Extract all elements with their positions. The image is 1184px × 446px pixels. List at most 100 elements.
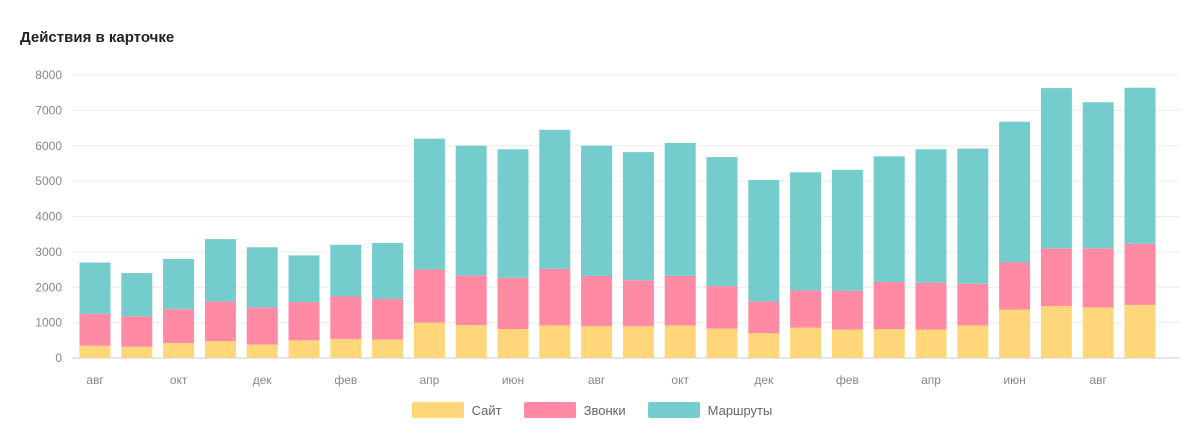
bar-segment-calls[interactable] [873,281,905,329]
bar-segment-calls[interactable] [413,269,445,323]
bar-segment-routes[interactable] [622,152,654,281]
y-tick-label: 3000 [35,245,62,259]
x-tick-label: авг [1089,373,1107,387]
bar-segment-site[interactable] [581,326,613,358]
bar-segment-routes[interactable] [539,129,571,269]
bar-segment-routes[interactable] [163,258,195,310]
bar-segment-site[interactable] [288,340,320,358]
x-tick-label: окт [671,373,689,387]
bar-segment-routes[interactable] [1082,102,1114,249]
bar-segment-routes[interactable] [455,145,487,276]
bar-segment-calls[interactable] [664,275,696,326]
bar-segment-calls[interactable] [539,268,571,326]
bar-segment-calls[interactable] [204,301,236,342]
bar-segment-calls[interactable] [831,290,863,330]
bar-segment-calls[interactable] [79,313,111,346]
x-tick-label: авг [86,373,104,387]
y-tick-label: 8000 [35,68,62,82]
bar-segment-site[interactable] [915,329,947,358]
bar-segment-site[interactable] [497,328,529,358]
bar-segment-calls[interactable] [999,262,1031,310]
bar-segment-site[interactable] [873,328,905,358]
bar-segment-calls[interactable] [622,280,654,327]
bar-segment-site[interactable] [455,325,487,358]
bar-segment-routes[interactable] [999,121,1031,263]
bar-segment-site[interactable] [163,343,195,358]
bar-segment-routes[interactable] [372,243,404,299]
bar-segment-calls[interactable] [748,301,780,334]
chart-title: Действия в карточке [20,29,175,46]
y-tick-label: 6000 [35,139,62,153]
bar-segment-routes[interactable] [748,180,780,302]
bar-segment-calls[interactable] [288,302,320,341]
bar-segment-calls[interactable] [1082,248,1114,308]
bar-segment-calls[interactable] [957,283,989,326]
bar-segment-calls[interactable] [372,298,404,340]
bar-segment-routes[interactable] [581,145,613,276]
bar-segment-site[interactable] [999,309,1031,358]
bar-segment-site[interactable] [748,333,780,358]
bar-segment-routes[interactable] [330,244,362,297]
bar-segment-calls[interactable] [121,316,153,347]
bar-segment-routes[interactable] [790,172,822,291]
bar-segment-site[interactable] [664,325,696,358]
legend-item-site[interactable]: Сайт [411,402,502,418]
bar-segment-site[interactable] [372,339,404,358]
bar-segment-calls[interactable] [497,277,529,329]
bar-segment-site[interactable] [622,326,654,358]
bar-segment-site[interactable] [790,327,822,358]
y-tick-label: 2000 [35,280,62,294]
bar-segment-routes[interactable] [957,148,989,284]
bar-segment-calls[interactable] [915,282,947,330]
bar-segment-calls[interactable] [455,275,487,326]
y-axis: 0 1000 2000 3000 4000 5000 6000 7000 8000 [35,68,62,365]
bar-segment-routes[interactable] [246,247,278,308]
bar-segment-site[interactable] [706,328,738,358]
bar-segment-calls[interactable] [330,296,362,339]
bar-segment-calls[interactable] [246,307,278,345]
bar-segment-routes[interactable] [288,255,320,303]
bar-segment-site[interactable] [539,325,571,358]
bar-segment-site[interactable] [204,341,236,358]
bar-segment-calls[interactable] [581,275,613,327]
bar-segment-site[interactable] [413,322,445,358]
bar-segment-routes[interactable] [664,142,696,276]
bar-segment-routes[interactable] [831,169,863,291]
bar-segment-site[interactable] [1124,304,1156,358]
legend-label-site: Сайт [471,402,502,418]
x-axis: авг окт дек фев апр июн авг окт дек фев апр июн авг [86,373,1107,387]
bar-segment-routes[interactable] [1124,87,1156,244]
bar-segment-calls[interactable] [163,309,195,344]
y-tick-label: 1000 [35,316,62,330]
bar-segment-calls[interactable] [706,286,738,329]
bar-segment-routes[interactable] [497,149,529,278]
x-tick-label: апр [419,373,439,387]
bar-segment-site[interactable] [121,346,153,358]
bar-segment-site[interactable] [246,344,278,358]
bar-segment-site[interactable] [831,329,863,358]
bar-segment-routes[interactable] [121,273,153,317]
legend-item-routes[interactable]: Маршруты [647,402,772,418]
legend: Сайт Звонки Маршруты [0,402,1184,418]
bar-segment-routes[interactable] [1040,88,1072,249]
bar-segment-calls[interactable] [1124,243,1156,305]
bar-segment-routes[interactable] [873,156,905,282]
bar-segment-site[interactable] [1082,307,1114,358]
x-tick-label: дек [754,373,774,387]
bar-segment-site[interactable] [1040,305,1072,358]
bar-segment-site[interactable] [79,345,111,358]
bar-segment-routes[interactable] [915,149,947,283]
legend-item-calls[interactable]: Звонки [523,402,626,418]
bar-segment-routes[interactable] [79,262,111,314]
bar-segment-site[interactable] [957,325,989,358]
bar-segment-calls[interactable] [1040,248,1072,306]
bar-segment-site[interactable] [330,338,362,358]
x-tick-label: июн [1003,373,1025,387]
bar-segment-routes[interactable] [706,157,738,287]
bar-segment-routes[interactable] [204,239,236,302]
legend-swatch-site [411,402,464,418]
bar-segment-routes[interactable] [413,138,445,270]
bar-segment-calls[interactable] [790,290,822,328]
y-tick-label: 7000 [35,103,62,117]
